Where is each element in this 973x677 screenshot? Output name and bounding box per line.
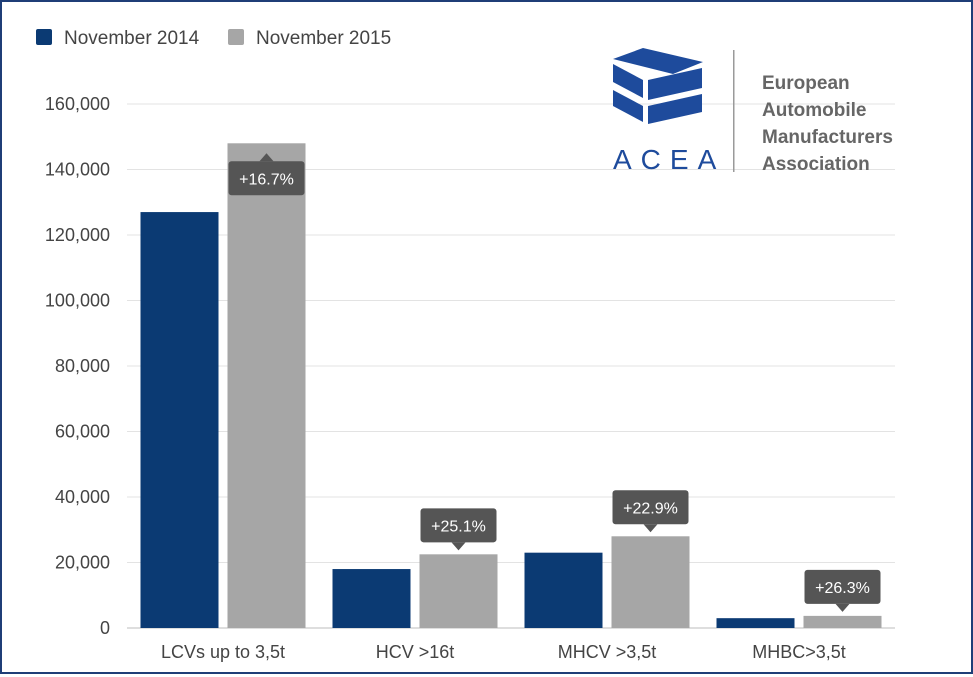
- logo-divider: [733, 50, 735, 172]
- y-tick-label: 100,000: [45, 291, 110, 311]
- callout-label: +16.7%: [239, 171, 294, 188]
- logo-line-1: European: [762, 73, 850, 94]
- bar-2015: [803, 615, 882, 628]
- legend-swatch-2014: [36, 29, 52, 45]
- y-tick-label: 160,000: [45, 94, 110, 114]
- x-tick-label: MHCV >3,5t: [558, 642, 657, 662]
- legend-swatch-2015: [228, 29, 244, 45]
- callout-label: +22.9%: [623, 500, 678, 517]
- bar-2015: [227, 143, 306, 629]
- bars: [140, 143, 882, 629]
- x-tick-label: MHBC>3,5t: [752, 642, 846, 662]
- callout-pointer: [259, 153, 274, 162]
- y-axis-ticks: 0 20,000 40,000 60,000 80,000 100,000 120,000 1…: [45, 94, 110, 638]
- bar-2015: [611, 536, 690, 628]
- change-callout: +25.1%: [420, 508, 497, 551]
- acea-abbr: ACEA: [613, 144, 725, 175]
- y-tick-label: 0: [100, 618, 110, 638]
- callout-pointer: [643, 524, 658, 533]
- acea-cube-icon: [613, 48, 703, 124]
- bar-2015: [419, 554, 498, 628]
- legend: November 2014 November 2015: [36, 28, 391, 49]
- logo-line-4: Association: [762, 154, 870, 175]
- y-tick-label: 80,000: [55, 356, 110, 376]
- y-tick-label: 40,000: [55, 487, 110, 507]
- change-callouts: +16.7% +25.1% +22.9% +26.3%: [228, 153, 881, 612]
- y-tick-label: 60,000: [55, 422, 110, 442]
- y-tick-label: 20,000: [55, 553, 110, 573]
- legend-label-2014: November 2014: [64, 28, 200, 49]
- logo-line-2: Automobile: [762, 100, 867, 121]
- bar-2014: [524, 552, 603, 628]
- bar-2014: [332, 569, 411, 628]
- bar-2014: [140, 212, 219, 628]
- x-tick-label: LCVs up to 3,5t: [161, 642, 285, 662]
- legend-label-2015: November 2015: [256, 28, 391, 49]
- callout-box: [804, 569, 881, 604]
- logo-line-3: Manufacturers: [762, 127, 893, 148]
- change-callout: +22.9%: [612, 490, 689, 533]
- y-tick-label: 140,000: [45, 160, 110, 180]
- callout-box: [228, 161, 305, 196]
- callout-pointer: [451, 542, 466, 551]
- bar-2014: [716, 618, 795, 628]
- change-callout: +16.7%: [228, 153, 305, 196]
- acea-logo: ACEA European Automobile Manufacturers A…: [613, 48, 893, 175]
- y-tick-label: 120,000: [45, 225, 110, 245]
- callout-label: +25.1%: [431, 518, 486, 535]
- callout-box: [612, 490, 689, 525]
- callout-label: +26.3%: [815, 580, 870, 597]
- callout-box: [420, 508, 497, 543]
- x-tick-label: HCV >16t: [376, 642, 455, 662]
- change-callout: +26.3%: [804, 569, 881, 612]
- callout-pointer: [835, 603, 850, 612]
- x-axis-ticks: LCVs up to 3,5t HCV >16t MHCV >3,5t MHBC>3,…: [161, 642, 846, 662]
